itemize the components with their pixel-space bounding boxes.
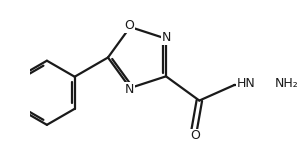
Text: N: N <box>162 31 171 44</box>
Text: O: O <box>125 19 135 32</box>
Text: NH₂: NH₂ <box>275 77 298 90</box>
Text: N: N <box>125 83 134 96</box>
Text: HN: HN <box>237 77 256 90</box>
Text: O: O <box>190 129 200 142</box>
